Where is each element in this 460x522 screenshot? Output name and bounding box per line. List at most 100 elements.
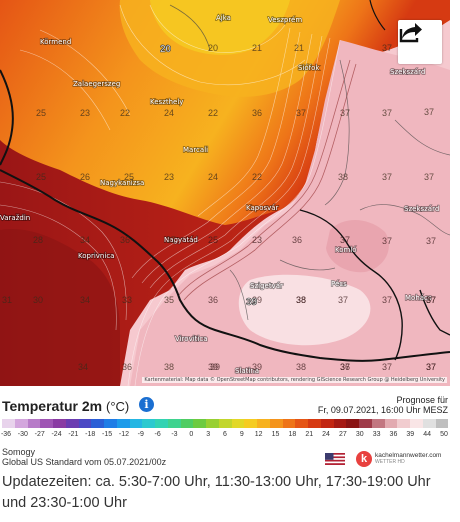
color-scale-tick: 3	[206, 431, 211, 438]
kachelmann-logo-icon: k	[356, 451, 372, 467]
map-temperature-value: 37	[382, 236, 392, 246]
color-scale-tick: 24	[322, 431, 330, 438]
color-scale-tick: -15	[102, 431, 113, 438]
color-scale-tick: 0	[189, 431, 194, 438]
map-place-label: Szekszárd	[404, 205, 439, 213]
color-scale-tick: -24	[51, 431, 62, 438]
map-temperature-value: 37	[338, 295, 348, 305]
brand-sub: WETTER HD	[375, 459, 405, 465]
map-place-label: Nagyatád	[164, 236, 198, 244]
color-scale-tick: 50	[440, 431, 448, 438]
map-temperature-value: 31	[2, 295, 12, 305]
forecast-label: Prognose für	[396, 395, 448, 405]
map-temperature-value: 37	[340, 235, 350, 245]
color-scale-step	[65, 419, 79, 428]
model-meta: Somogy Global US Standard vom 05.07.2021…	[2, 447, 166, 467]
map-temperature-value: 24	[208, 172, 218, 182]
map-place-label: Zalaegerszeg	[73, 80, 120, 88]
region-name: Somogy	[2, 447, 36, 457]
color-scale-step	[320, 419, 334, 428]
color-scale-step	[422, 419, 436, 428]
map-temperature-value: 23	[80, 108, 90, 118]
map-place-label: Pécs	[331, 280, 347, 288]
color-scale-step	[308, 419, 321, 428]
map-highlight-temperature: 39	[246, 297, 258, 308]
color-scale-step	[193, 419, 206, 428]
map-place-label: Virovitica	[175, 335, 208, 343]
color-scale-tick: -21	[68, 431, 79, 438]
color-scale-step	[180, 419, 194, 428]
color-scale-step	[2, 419, 15, 428]
color-scale-tick: -6	[154, 431, 161, 438]
color-scale-step	[142, 419, 155, 428]
map-temperature-value: 37	[424, 107, 434, 117]
brand-logo[interactable]: k kachelmannwetter.com WETTER HD	[356, 450, 444, 468]
color-scale-tick: 33	[372, 431, 381, 438]
map-temperature-value: 21	[294, 43, 304, 53]
map-temperature-value: 21	[252, 43, 262, 53]
map-temperature-value: 36	[122, 362, 132, 372]
update-times: Updatezeiten: ca. 5:30-7:00 Uhr, 11:30-1…	[2, 474, 431, 511]
map-temperature-value: 20	[160, 43, 170, 53]
map-temperature-value: 37	[382, 295, 392, 305]
map-temperature-value: 25	[124, 172, 134, 182]
color-scale-step	[410, 419, 423, 428]
color-scale	[2, 419, 449, 428]
info-icon[interactable]: i	[139, 397, 154, 412]
color-scale-tick: -18	[85, 431, 96, 438]
map-temperature-value: 37	[296, 108, 306, 118]
color-scale-tick: -27	[34, 431, 45, 438]
map-temperature-value: 36	[208, 295, 218, 305]
color-scale-step	[14, 419, 28, 428]
map-place-label: Ajka	[216, 14, 231, 22]
map-temperature-value: 26	[80, 172, 90, 182]
map-place-label: Slatina	[235, 367, 259, 375]
map-temperature-value: 37	[426, 362, 436, 372]
model-run: Global US Standard vom 05.07.2021/00z	[2, 457, 167, 467]
map-temperature-value: 39	[252, 362, 262, 372]
color-scale-step	[167, 419, 181, 428]
color-scale-step	[397, 419, 410, 428]
color-scale-step	[91, 419, 104, 428]
map-temperature-value: 36	[120, 235, 130, 245]
color-scale-tick: 39	[406, 431, 415, 438]
color-scale-step	[295, 419, 308, 428]
map-temperature-value: 33	[122, 295, 132, 305]
color-scale-step	[282, 419, 296, 428]
forecast-info: Prognose für Fr, 09.07.2021, 16:00 Uhr M…	[318, 395, 448, 415]
temperature-map[interactable]: Ajka Veszprém Körmend Siófok Szekszárd Zalaeg…	[0, 0, 450, 386]
map-temperature-value: 38	[296, 362, 306, 372]
color-scale-ticks: -36 -30 -27 -24 -21 -18 -15 -12 -9 -6 -3 0 3 6 9 12 15 18…	[0, 431, 450, 441]
map-place-label: Komló	[335, 246, 357, 254]
map-temperature-value: 37	[166, 235, 176, 245]
map-temperature-value: 37	[382, 108, 392, 118]
map-temperature-value: 35	[164, 295, 174, 305]
map-temperature-value: 22	[252, 172, 262, 182]
map-temperature-value: 34	[78, 362, 88, 372]
forecast-time: Fr, 09.07.2021, 16:00 Uhr MESZ	[317, 405, 448, 415]
map-place-label: Varaždin	[0, 214, 30, 222]
map-temperature-value: 25	[36, 172, 46, 182]
map-highlight-temperature: 20	[160, 44, 172, 55]
map-temperature-value: 34	[80, 295, 90, 305]
map-temperature-value: 36	[292, 235, 302, 245]
us-flag-icon[interactable]	[325, 453, 345, 465]
color-scale-step	[78, 419, 92, 428]
color-scale-step	[53, 419, 66, 428]
color-scale-tick: 9	[239, 431, 244, 438]
map-temperature-value: 39	[252, 295, 262, 305]
map-temperature-value: 37	[426, 295, 436, 305]
color-scale-tick: -12	[118, 431, 129, 438]
map-temperature-value: 34	[80, 235, 90, 245]
color-scale-step	[371, 419, 385, 428]
map-temperature-value: 37	[382, 362, 392, 372]
color-scale-step	[129, 419, 143, 428]
color-scale-step	[116, 419, 130, 428]
map-place-label: Veszprém	[268, 16, 302, 24]
map-place-label: Szigetvár	[250, 282, 283, 290]
share-button[interactable]	[398, 20, 442, 64]
color-scale-tick: 21	[305, 431, 314, 438]
map-temperature-value: 38	[296, 295, 306, 305]
map-place-label: Marcali	[183, 146, 208, 154]
color-scale-step	[384, 419, 398, 428]
